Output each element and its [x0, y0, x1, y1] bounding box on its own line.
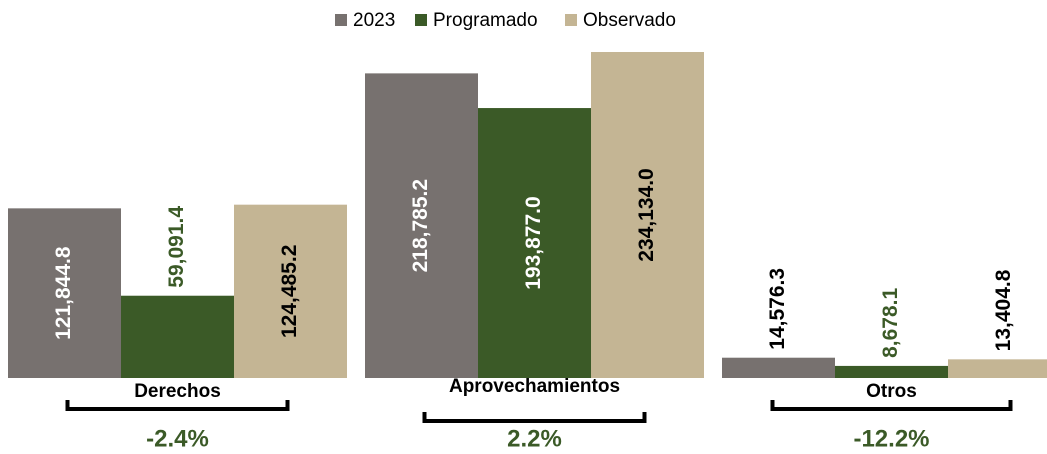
- value-label: 234,134.0: [635, 168, 658, 261]
- bracket: [65, 400, 290, 411]
- bracket: [770, 400, 1013, 411]
- value-label: 218,785.2: [409, 179, 432, 272]
- legend-label: 2023: [353, 10, 395, 31]
- legend-label: Programado: [433, 10, 538, 31]
- value-label: 8,678.1: [879, 288, 902, 358]
- category-label: Otros: [866, 381, 917, 402]
- legend-swatch: [335, 14, 347, 26]
- bar: [234, 204, 347, 378]
- bar: [365, 73, 478, 379]
- value-label: 121,844.8: [52, 246, 75, 340]
- bar: [722, 357, 835, 378]
- legend-swatch: [565, 14, 577, 26]
- change-label: -2.4%: [146, 425, 209, 452]
- bar: [478, 108, 591, 379]
- change-label: -12.2%: [853, 425, 929, 452]
- bar: [591, 52, 704, 378]
- bar: [8, 208, 121, 378]
- value-label: 13,404.8: [992, 269, 1015, 351]
- legend-label: Observado: [583, 10, 676, 31]
- value-label: 14,576.3: [766, 268, 789, 350]
- value-label: 59,091.4: [165, 206, 188, 288]
- category-label: Aprovechamientos: [449, 376, 620, 397]
- bar: [121, 295, 234, 378]
- bar: [835, 365, 948, 378]
- value-label: 124,485.2: [278, 245, 301, 338]
- bracket: [422, 412, 647, 423]
- category-label: Derechos: [134, 381, 221, 402]
- change-label: 2.2%: [507, 425, 562, 452]
- bar: [948, 359, 1047, 378]
- legend-swatch: [415, 14, 427, 26]
- value-label: 193,877.0: [522, 196, 545, 289]
